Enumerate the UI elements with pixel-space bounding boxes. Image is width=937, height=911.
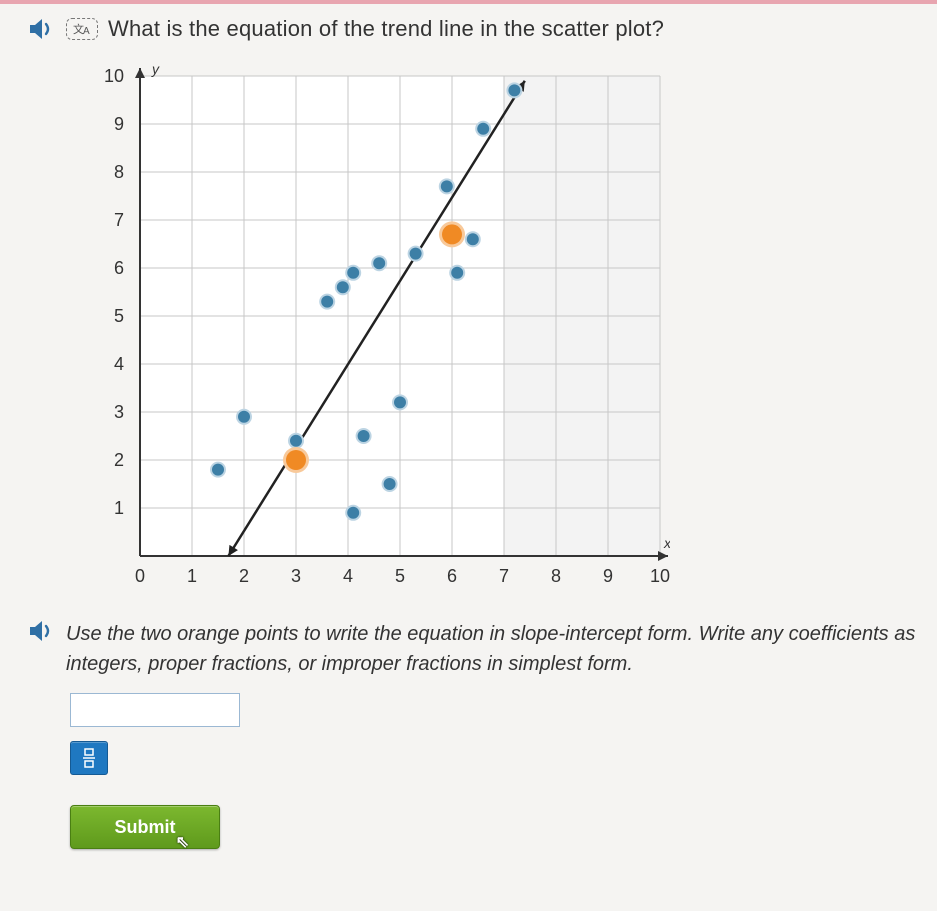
- svg-text:7: 7: [499, 566, 509, 586]
- svg-text:3: 3: [291, 566, 301, 586]
- svg-text:1: 1: [114, 498, 124, 518]
- svg-text:0: 0: [135, 566, 145, 586]
- question-text: What is the equation of the trend line i…: [108, 16, 664, 42]
- svg-text:8: 8: [114, 162, 124, 182]
- svg-text:4: 4: [343, 566, 353, 586]
- submit-button[interactable]: Submit ⇖: [70, 805, 220, 849]
- scatter-plot: 0 1 2 3 4 5 6 7 8 9 10 1 2 3 4 5 6 7 8 9 10 y x: [20, 56, 917, 601]
- chart-svg: 0 1 2 3 4 5 6 7 8 9 10 1 2 3 4 5 6 7 8 9 10 y x: [70, 56, 670, 596]
- svg-text:8: 8: [551, 566, 561, 586]
- cursor-icon: ⇖: [176, 832, 189, 852]
- translate-icon[interactable]: 文 A: [66, 18, 98, 40]
- fraction-button[interactable]: [70, 741, 108, 775]
- speaker-icon[interactable]: [28, 17, 56, 41]
- svg-text:x: x: [663, 535, 670, 551]
- svg-text:7: 7: [114, 210, 124, 230]
- svg-text:A: A: [83, 26, 90, 37]
- hint-text: Use the two orange points to write the e…: [66, 619, 917, 679]
- question-row: 文 A What is the equation of the trend li…: [20, 16, 917, 42]
- submit-label: Submit: [115, 817, 176, 838]
- svg-text:y: y: [151, 61, 160, 77]
- svg-text:10: 10: [104, 66, 124, 86]
- svg-text:2: 2: [114, 450, 124, 470]
- svg-text:3: 3: [114, 402, 124, 422]
- svg-text:6: 6: [114, 258, 124, 278]
- svg-text:9: 9: [114, 114, 124, 134]
- svg-text:6: 6: [447, 566, 457, 586]
- svg-text:2: 2: [239, 566, 249, 586]
- svg-text:10: 10: [650, 566, 670, 586]
- svg-text:4: 4: [114, 354, 124, 374]
- answer-area: Submit ⇖: [20, 693, 917, 849]
- svg-text:1: 1: [187, 566, 197, 586]
- svg-text:9: 9: [603, 566, 613, 586]
- answer-input[interactable]: [70, 693, 240, 727]
- speaker-icon[interactable]: [28, 619, 56, 643]
- svg-text:5: 5: [395, 566, 405, 586]
- hint-row: Use the two orange points to write the e…: [20, 619, 917, 679]
- svg-text:5: 5: [114, 306, 124, 326]
